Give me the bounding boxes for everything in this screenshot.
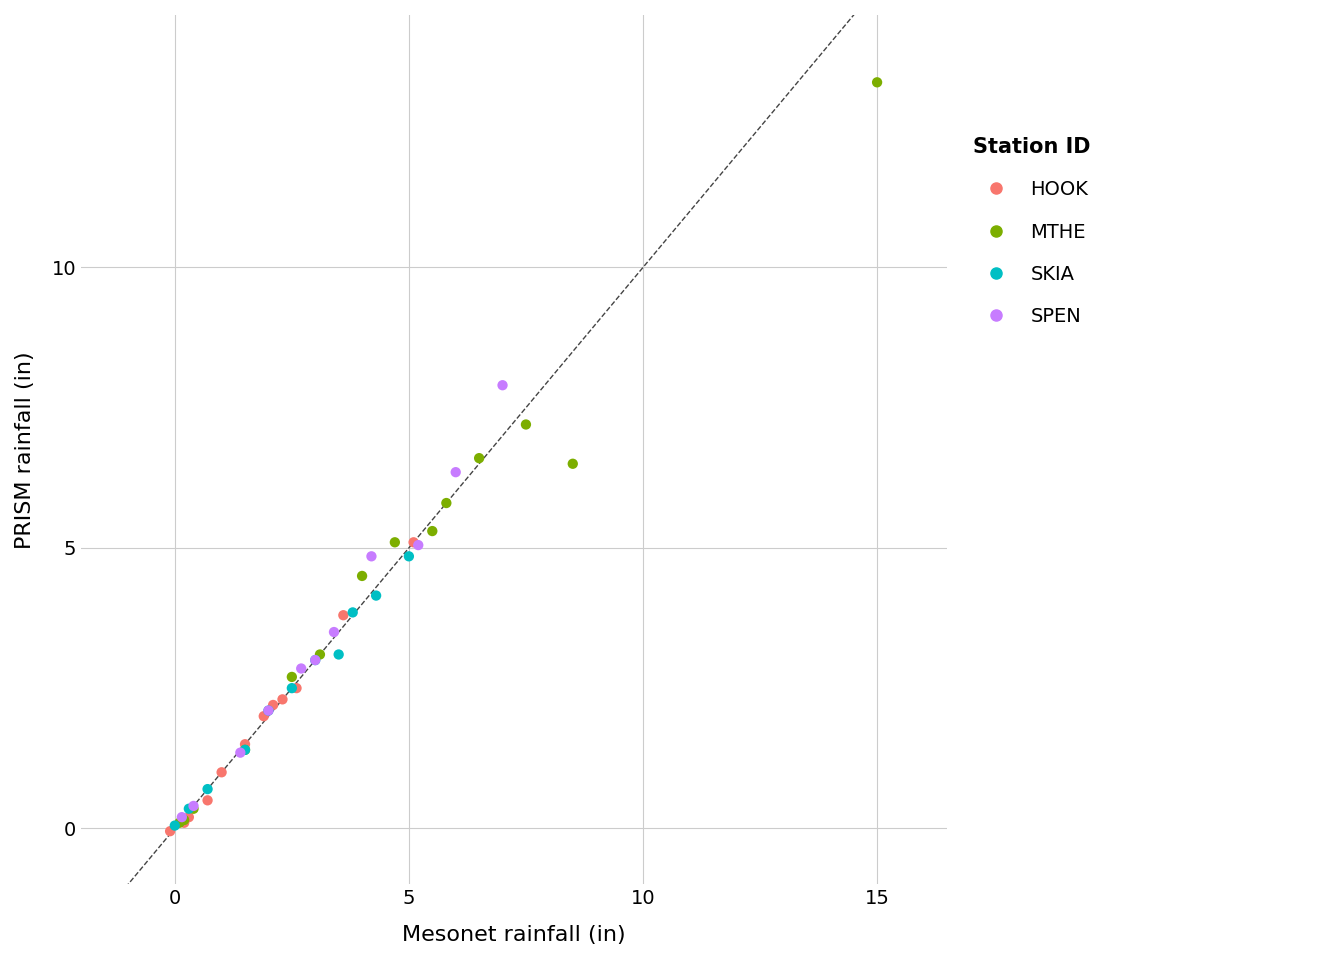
Point — [323, 624, 344, 639]
Point — [492, 377, 513, 393]
Point — [351, 568, 372, 584]
Point — [515, 417, 536, 432]
Point — [407, 538, 429, 553]
Point — [230, 745, 251, 760]
Point — [183, 799, 204, 814]
Point — [179, 809, 200, 825]
Point — [262, 697, 284, 712]
Point — [171, 809, 192, 825]
Point — [341, 605, 363, 620]
Point — [360, 548, 382, 564]
Point — [366, 588, 387, 603]
Point — [169, 815, 191, 830]
Point — [309, 647, 331, 662]
Point — [328, 647, 349, 662]
Point — [258, 703, 280, 718]
Point — [196, 781, 218, 797]
Point — [183, 801, 204, 816]
Point — [445, 465, 466, 480]
Point — [173, 812, 195, 828]
Point — [286, 681, 308, 696]
Point — [305, 653, 327, 668]
Point — [468, 450, 489, 466]
Point — [281, 669, 302, 684]
Point — [435, 495, 457, 511]
Point — [258, 703, 280, 718]
Point — [234, 742, 255, 757]
Point — [234, 736, 255, 752]
Point — [196, 793, 218, 808]
X-axis label: Mesonet rainfall (in): Mesonet rainfall (in) — [402, 925, 626, 945]
Point — [332, 608, 353, 623]
Point — [164, 818, 185, 833]
Point — [562, 456, 583, 471]
Point — [281, 681, 302, 696]
Point — [403, 535, 425, 550]
Point — [305, 653, 327, 668]
Point — [384, 535, 406, 550]
Point — [211, 764, 233, 780]
Point — [271, 691, 293, 707]
Point — [179, 801, 200, 816]
Point — [290, 660, 312, 676]
Point — [867, 75, 888, 90]
Y-axis label: PRISM rainfall (in): PRISM rainfall (in) — [15, 351, 35, 548]
Point — [234, 742, 255, 757]
Point — [160, 824, 181, 839]
Point — [422, 523, 444, 539]
Point — [253, 708, 274, 724]
Legend: HOOK, MTHE, SKIA, SPEN: HOOK, MTHE, SKIA, SPEN — [966, 129, 1099, 334]
Point — [173, 815, 195, 830]
Point — [398, 548, 419, 564]
